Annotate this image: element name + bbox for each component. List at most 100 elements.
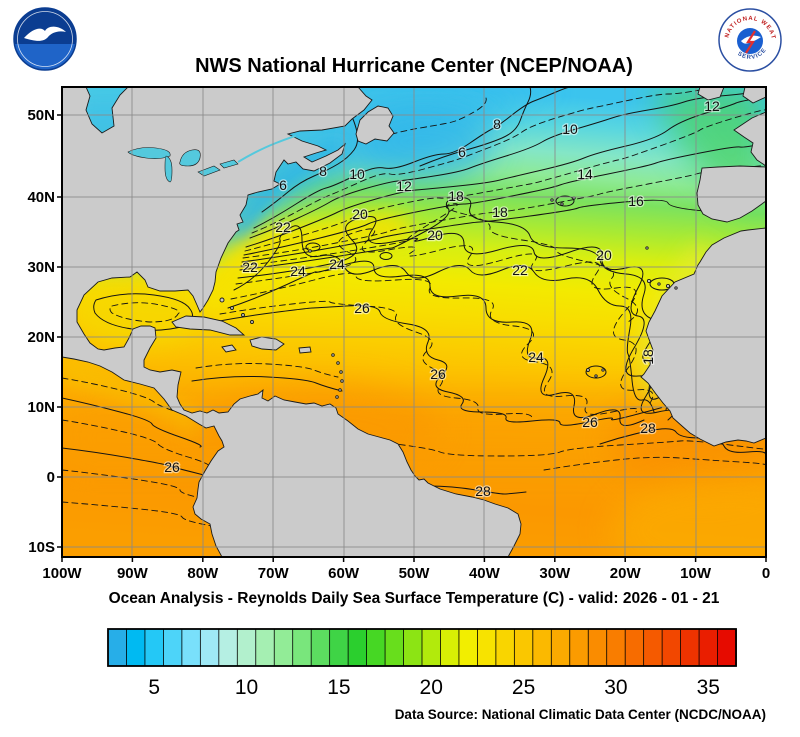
colorbar-cell <box>329 628 349 667</box>
colorbar-tick-label: 20 <box>420 676 443 699</box>
y-tick-label: 20N <box>27 329 55 346</box>
colorbar-cell <box>218 628 239 667</box>
contour-label: 28 <box>475 483 491 499</box>
colorbar-cell <box>236 628 257 667</box>
x-tick-label: 30W <box>539 565 571 582</box>
colorbar-cell <box>384 628 405 667</box>
colorbar-cell <box>458 628 479 667</box>
colorbar-cell <box>126 628 146 667</box>
colorbar-tick-label: 25 <box>512 676 535 699</box>
contour-label: 20 <box>352 206 368 222</box>
contour-label: 16 <box>628 193 644 209</box>
contour-label: 8 <box>319 163 327 179</box>
colorbar-cell <box>717 628 737 667</box>
land-britain <box>742 87 766 104</box>
contour-label: 26 <box>164 459 180 475</box>
noaa-seagull-icon <box>24 26 66 41</box>
noaa-logo <box>13 7 77 71</box>
colorbar-cell <box>199 628 220 667</box>
colorbar-cells <box>107 628 737 667</box>
contour-label: 18 <box>448 188 464 204</box>
colorbar-cell <box>347 628 368 667</box>
contour-label: 24 <box>290 263 306 279</box>
colorbar-cell <box>532 628 553 667</box>
colorbar-cell <box>421 628 442 667</box>
x-tick-label: 50W <box>399 565 431 582</box>
contour-label: 22 <box>275 219 291 235</box>
contour-label: 24 <box>528 349 544 365</box>
x-tick-label: 0 <box>762 565 770 582</box>
land-puerto-rico <box>298 346 312 354</box>
colorbar-cell <box>550 628 571 667</box>
colorbar-cell <box>440 628 460 667</box>
land-cuba <box>171 315 246 336</box>
land-americas <box>62 87 522 557</box>
colorbar-tick-label: 5 <box>148 676 160 699</box>
colorbar-tick-labels: 5 10 15 20 25 30 35 <box>148 676 720 699</box>
contour-label: 26 <box>582 414 598 430</box>
y-tick-label: 50N <box>27 107 55 124</box>
map-caption: Ocean Analysis - Reynolds Daily Sea Surf… <box>109 590 720 607</box>
y-tick-label: 10S <box>28 539 55 556</box>
contour-label: 24 <box>329 256 345 272</box>
y-axis-labels: 50N 40N 30N 20N 10N 0 10S <box>27 107 55 556</box>
colorbar-cell <box>107 628 128 667</box>
y-tick-label: 10N <box>27 399 55 416</box>
colorbar-cell <box>292 628 312 667</box>
colorbar-cell <box>310 628 331 667</box>
contour-label: 10 <box>349 166 365 182</box>
contour-label: 12 <box>396 178 412 194</box>
contour-label: 26 <box>430 366 446 382</box>
contour-label: 14 <box>577 166 593 182</box>
land-france <box>733 111 766 167</box>
x-tick-label: 90W <box>117 565 149 582</box>
x-tick-label: 40W <box>469 565 501 582</box>
x-axis-labels: 100W 90W 80W 70W 60W 50W 40W 30W 20W 10W 0 <box>42 565 770 582</box>
contour-label: 8 <box>493 116 501 132</box>
colorbar-cell <box>495 628 516 667</box>
contour-label: 10 <box>562 121 578 137</box>
colorbar-cell <box>680 628 700 667</box>
colorbar-cell <box>273 628 294 667</box>
contour-label: 22 <box>242 259 258 275</box>
colorbar-tick-label: 10 <box>235 676 258 699</box>
colorbar-cell <box>366 628 386 667</box>
x-tick-label: 60W <box>328 565 360 582</box>
colorbar-cell <box>181 628 202 667</box>
contour-lines <box>62 87 766 527</box>
x-tick-label: 20W <box>610 565 642 582</box>
map-frame <box>61 86 767 558</box>
land-iberia <box>696 165 766 223</box>
colorbar-cell <box>624 628 645 667</box>
colorbar-cell <box>477 628 497 667</box>
contour-labels: 6 8 10 12 6 8 10 12 14 16 18 18 20 20 20 22 22 24 24 22 26 24… <box>163 97 721 501</box>
lat-lon-grid <box>62 87 766 557</box>
x-tick-label: 10W <box>680 565 712 582</box>
nws-emblem-icon <box>737 28 763 54</box>
contour-label: 6 <box>458 144 466 160</box>
colorbar-cell <box>569 628 590 667</box>
x-tick-label: 70W <box>258 565 290 582</box>
colorbar-cell <box>255 628 276 667</box>
y-tick-label: 0 <box>47 469 55 486</box>
colorbar-tick-label: 35 <box>697 676 720 699</box>
contour-label: 20 <box>596 247 612 263</box>
colorbar-cell <box>587 628 608 667</box>
contour-label: 18 <box>640 349 656 365</box>
land-ireland <box>697 87 725 101</box>
contour-label: 6 <box>279 177 287 193</box>
contour-label: 18 <box>492 204 508 220</box>
y-tick-label: 30N <box>27 259 55 276</box>
colorbar-cell <box>513 628 534 667</box>
colorbar-cell <box>698 628 719 667</box>
page-title: NWS National Hurricane Center (NCEP/NOAA… <box>195 55 633 77</box>
contour-label: 26 <box>354 300 370 316</box>
colorbar-border <box>107 628 737 667</box>
colorbar-cell <box>403 628 423 667</box>
colorbar: 5 10 15 20 25 30 35 <box>107 628 737 699</box>
x-tick-label: 80W <box>187 565 219 582</box>
x-tick-label: 100W <box>42 565 82 582</box>
contour-label: 20 <box>427 227 443 243</box>
y-tick-label: 40N <box>27 189 55 206</box>
